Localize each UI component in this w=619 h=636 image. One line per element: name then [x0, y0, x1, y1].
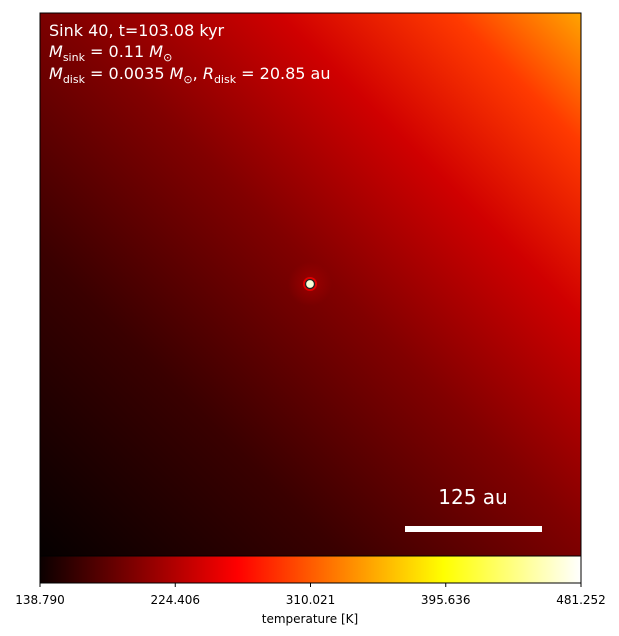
sink [304, 278, 316, 290]
colorbar-tick-label: 395.636 [421, 593, 471, 607]
colorbar-tick-label: 481.252 [556, 593, 606, 607]
colorbar-tick-label: 310.021 [286, 593, 336, 607]
colorbar-tick-label: 224.406 [150, 593, 200, 607]
annotation: Mdisk = 0.0035 M⊙, Rdisk = 20.85 au [49, 64, 331, 86]
annotation: Msink = 0.11 M⊙ [49, 42, 172, 64]
colorbar-tick-label: 138.790 [15, 593, 65, 607]
annotation: Sink 40, t=103.08 kyr [49, 21, 225, 40]
colorbar [39, 555, 582, 584]
colorbar-label: temperature [K] [262, 612, 358, 626]
scale-bar-label: 125 au [438, 485, 507, 509]
scale-bar [405, 526, 542, 532]
